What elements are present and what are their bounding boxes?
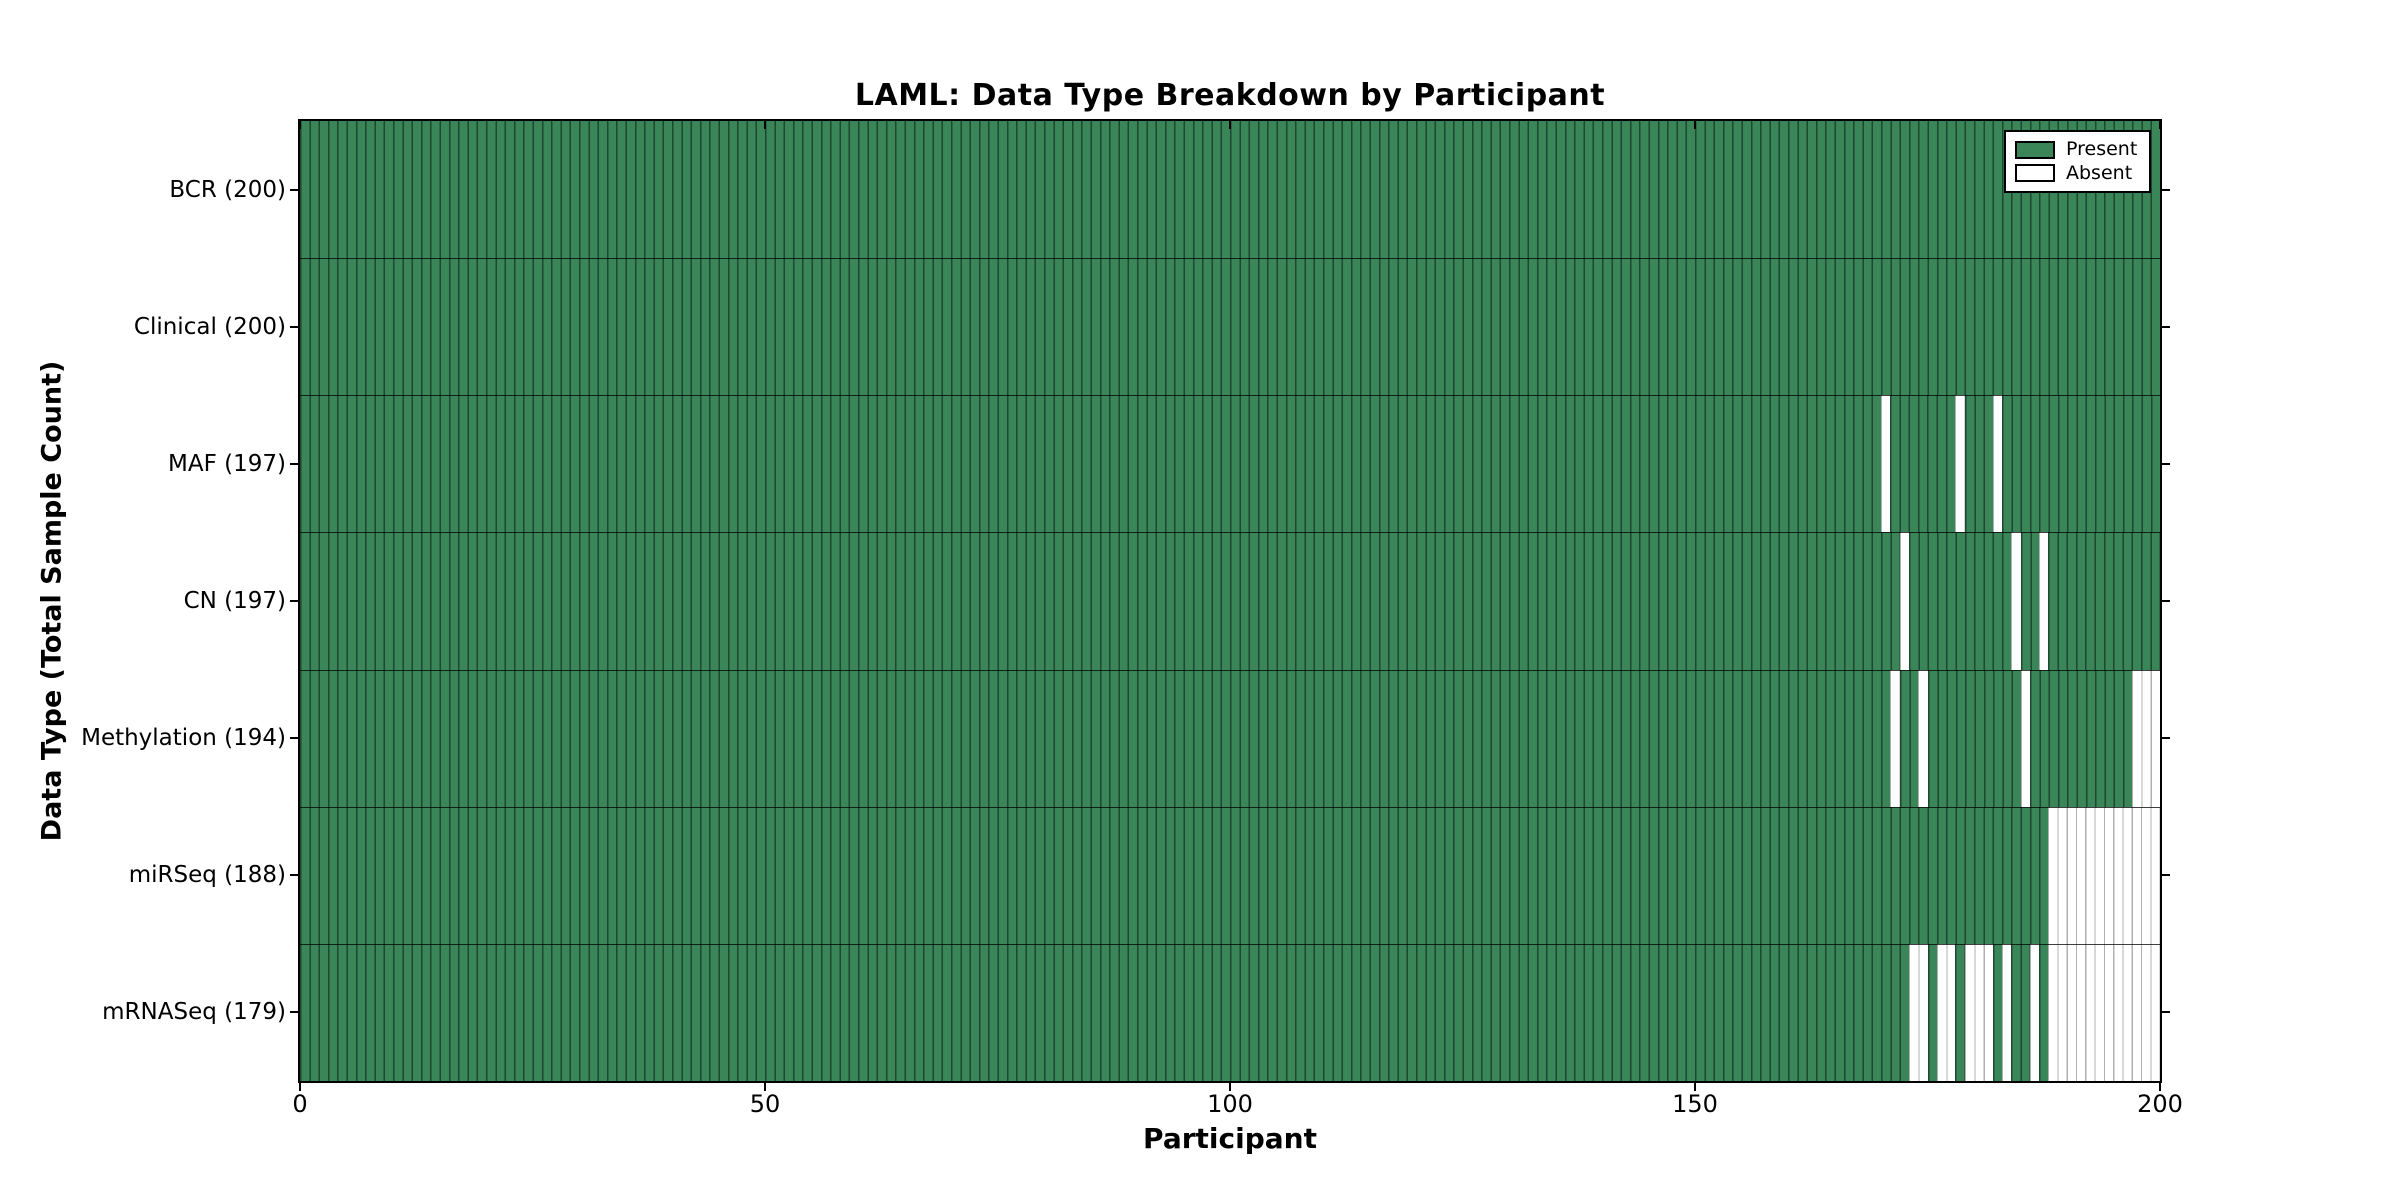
x-axis-label: Participant: [1143, 1122, 1317, 1155]
absent-segment-CN: [1899, 532, 1909, 670]
present-segment-MAF: [2001, 395, 2160, 533]
absent-segment-MAF: [1881, 395, 1891, 533]
row-separator: [300, 806, 2160, 808]
present-segment-mRNASeq: [1927, 943, 1937, 1081]
present-segment-Methylation: [1927, 669, 2021, 807]
y-right-tick-Methylation: [2162, 737, 2170, 740]
y-left-tick-BCR: [290, 188, 298, 191]
row-BCR: [300, 121, 2160, 259]
present-segment-mRNASeq: [2011, 943, 2030, 1081]
y-left-tick-CN: [290, 600, 298, 602]
row-MAF: [300, 395, 2160, 533]
y-left-tick-Methylation: [290, 737, 298, 740]
legend-entry-absent: Absent: [2015, 161, 2140, 184]
present-segment-Methylation: [2029, 669, 2133, 807]
present-segment-BCR: [300, 121, 2160, 259]
absent-segment-MAF: [1992, 395, 2002, 533]
absent-segment-Methylation: [2020, 669, 2030, 807]
absent-segment-Methylation: [2132, 669, 2160, 807]
legend-label-present: Present: [2066, 138, 2138, 161]
absent-segment-mRNASeq: [2029, 943, 2040, 1081]
present-segment-mRNASeq: [1992, 943, 2002, 1081]
y-right-tick-mRNASeq: [2162, 1011, 2170, 1014]
x-bottom-tick-100: [1229, 1083, 1231, 1091]
y-tick-label-mRNASeq: mRNASeq (179): [102, 999, 286, 1026]
x-tick-label-200: 200: [2137, 1090, 2183, 1118]
present-segment-CN: [1908, 532, 2012, 670]
y-tick-label-MAF: MAF (197): [168, 450, 286, 477]
absent-segment-mRNASeq: [1964, 943, 1993, 1081]
x-top-tick-50: [764, 121, 766, 129]
x-top-tick-150: [1694, 121, 1696, 129]
row-separator: [300, 669, 2160, 671]
absent-segment-mRNASeq: [2001, 943, 2012, 1081]
present-segment-Methylation: [300, 669, 1891, 807]
x-top-tick-100: [1229, 121, 1231, 129]
absent-segment-CN: [2011, 532, 2021, 670]
row-miRSeq: [300, 806, 2160, 944]
absent-segment-miRSeq: [2048, 806, 2160, 944]
row-Methylation: [300, 669, 2160, 807]
absent-segment-Methylation: [1890, 669, 1900, 807]
plot-area: [300, 121, 2160, 1081]
y-right-tick-MAF: [2162, 462, 2170, 465]
present-segment-mRNASeq: [300, 943, 1909, 1081]
present-segment-CN: [300, 532, 1900, 670]
x-bottom-tick-150: [1694, 1083, 1696, 1091]
present-segment-mRNASeq: [2039, 943, 2049, 1081]
x-bottom-tick-50: [764, 1083, 766, 1091]
absent-segment-mRNASeq: [2048, 943, 2160, 1081]
present-segment-CN: [2048, 532, 2160, 670]
x-tick-label-100: 100: [1207, 1090, 1253, 1118]
y-tick-label-BCR: BCR (200): [169, 176, 286, 203]
chart-title: LAML: Data Type Breakdown by Participant: [854, 78, 1606, 113]
x-top-tick-200: [2159, 121, 2161, 129]
y-right-tick-BCR: [2162, 188, 2170, 191]
present-segment-Methylation: [1899, 669, 1919, 807]
legend-label-absent: Absent: [2066, 161, 2133, 184]
absent-segment-MAF: [1955, 395, 1965, 533]
y-left-tick-MAF: [290, 462, 298, 465]
absent-segment-Methylation: [1918, 669, 1928, 807]
present-segment-Clinical: [300, 258, 2160, 396]
row-CN: [300, 532, 2160, 670]
present-segment-MAF: [1890, 395, 1956, 533]
present-swatch: [2015, 140, 2055, 159]
y-left-tick-mRNASeq: [290, 1011, 298, 1014]
x-tick-label-50: 50: [749, 1090, 781, 1118]
y-tick-label-Clinical: Clinical (200): [133, 313, 286, 340]
present-segment-miRSeq: [300, 806, 2049, 944]
absent-segment-mRNASeq: [1908, 943, 1928, 1081]
y-tick-label-miRSeq: miRSeq (188): [128, 862, 286, 889]
y-right-tick-miRSeq: [2162, 874, 2170, 877]
absent-segment-CN: [2039, 532, 2049, 670]
row-separator: [300, 395, 2160, 397]
x-bottom-tick-200: [2159, 1083, 2161, 1091]
present-segment-MAF: [300, 395, 1881, 533]
row-separator: [300, 258, 2160, 260]
present-segment-CN: [2020, 532, 2040, 670]
x-top-tick-0: [299, 121, 301, 129]
row-separator: [300, 532, 2160, 534]
absent-segment-mRNASeq: [1936, 943, 1956, 1081]
present-segment-MAF: [1964, 395, 1993, 533]
legend-entry-present: Present: [2015, 140, 2140, 159]
y-tick-label-CN: CN (197): [183, 588, 286, 614]
row-separator: [300, 943, 2160, 945]
x-tick-label-0: 0: [292, 1090, 308, 1118]
legend: Present Absent: [2004, 130, 2151, 193]
x-bottom-tick-0: [299, 1083, 301, 1091]
y-right-tick-Clinical: [2162, 325, 2170, 328]
absent-swatch: [2015, 164, 2055, 183]
x-tick-label-150: 150: [1672, 1090, 1718, 1118]
row-mRNASeq: [300, 943, 2160, 1081]
y-tick-label-Methylation: Methylation (194): [81, 725, 286, 752]
y-left-tick-Clinical: [290, 325, 298, 328]
present-segment-mRNASeq: [1955, 943, 1965, 1081]
y-right-tick-CN: [2162, 600, 2170, 602]
row-Clinical: [300, 258, 2160, 396]
y-left-tick-miRSeq: [290, 874, 298, 877]
